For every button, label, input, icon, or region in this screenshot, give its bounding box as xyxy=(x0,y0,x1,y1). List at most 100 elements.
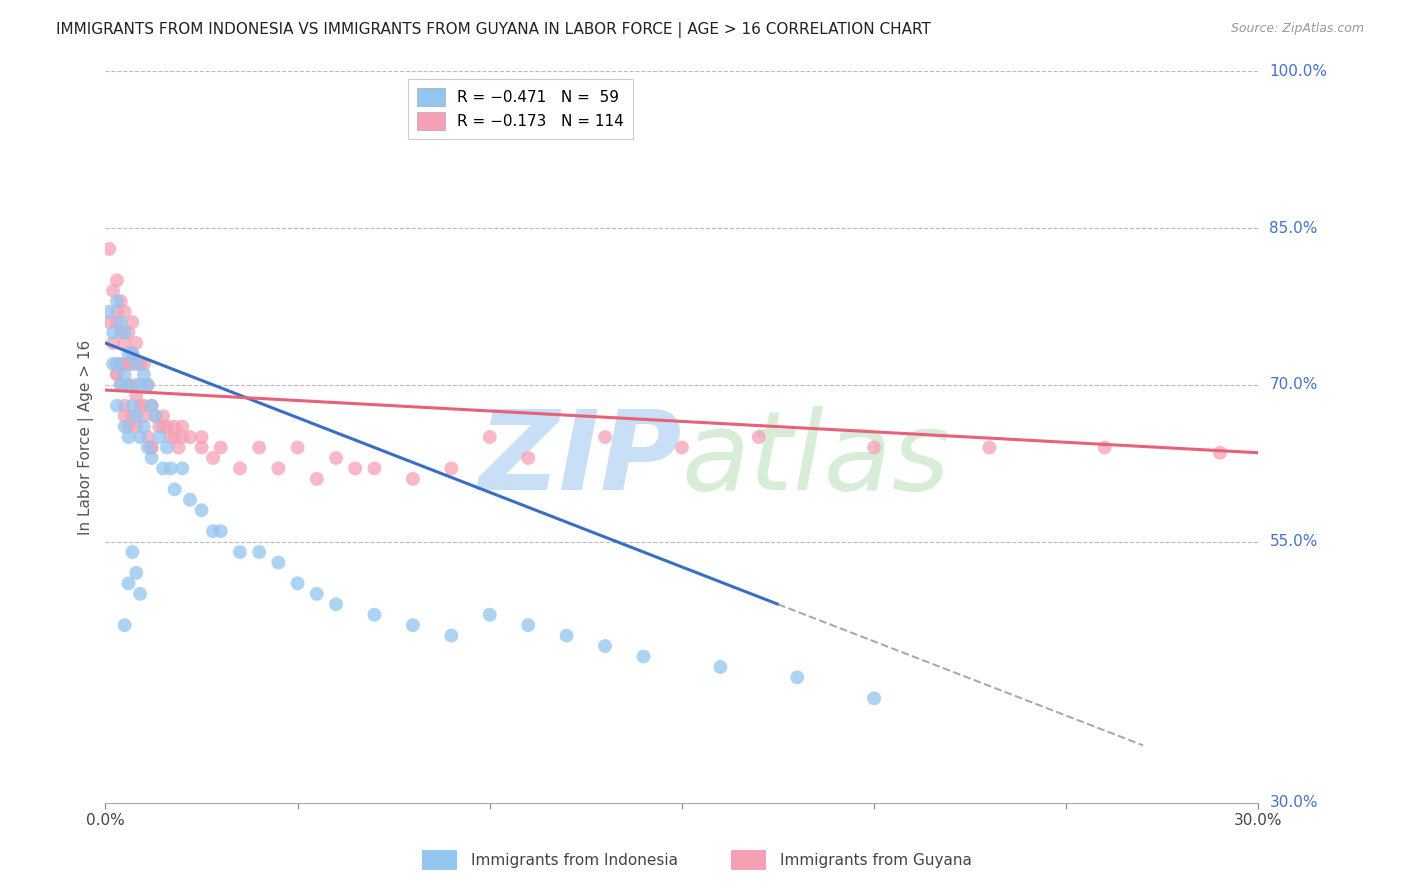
Point xyxy=(163,483,186,497)
Point xyxy=(136,377,159,392)
Point xyxy=(114,357,136,371)
Point xyxy=(110,315,132,329)
Point xyxy=(325,597,347,611)
Point xyxy=(136,441,159,455)
Point xyxy=(478,430,501,444)
Text: 55.0%: 55.0% xyxy=(1270,534,1317,549)
Point xyxy=(152,419,174,434)
Point xyxy=(105,273,128,287)
Point xyxy=(132,399,155,413)
Point xyxy=(786,670,808,684)
Point xyxy=(98,242,121,256)
Point xyxy=(163,430,186,444)
Point xyxy=(190,441,212,455)
Text: Source: ZipAtlas.com: Source: ZipAtlas.com xyxy=(1230,22,1364,36)
Point xyxy=(633,649,655,664)
Point xyxy=(110,377,132,392)
Point xyxy=(478,607,501,622)
Point xyxy=(863,691,886,706)
Point xyxy=(110,294,132,309)
Point xyxy=(229,545,252,559)
Point xyxy=(671,441,693,455)
Point xyxy=(121,357,143,371)
Point xyxy=(159,430,181,444)
Point xyxy=(105,399,128,413)
Point xyxy=(440,461,463,475)
Point xyxy=(121,346,143,360)
Point xyxy=(141,441,163,455)
Point xyxy=(105,357,128,371)
Point xyxy=(114,399,136,413)
Point xyxy=(141,399,163,413)
Point xyxy=(110,326,132,340)
Point xyxy=(148,419,170,434)
Text: 100.0%: 100.0% xyxy=(1270,64,1327,78)
Point xyxy=(172,430,194,444)
Text: IMMIGRANTS FROM INDONESIA VS IMMIGRANTS FROM GUYANA IN LABOR FORCE | AGE > 16 CO: IMMIGRANTS FROM INDONESIA VS IMMIGRANTS … xyxy=(56,22,931,38)
Point xyxy=(121,409,143,424)
Point xyxy=(1209,446,1232,460)
Point xyxy=(305,587,328,601)
Point xyxy=(101,326,124,340)
Text: ZIP: ZIP xyxy=(478,406,682,513)
Point xyxy=(125,419,148,434)
Point xyxy=(141,399,163,413)
Point xyxy=(125,336,148,351)
Point xyxy=(709,660,731,674)
Point xyxy=(117,576,139,591)
Point xyxy=(156,441,179,455)
Point xyxy=(190,430,212,444)
Point xyxy=(117,326,139,340)
Point xyxy=(159,461,181,475)
Point xyxy=(110,377,132,392)
Point xyxy=(114,419,136,434)
Point xyxy=(172,419,194,434)
Point xyxy=(114,304,136,318)
Point xyxy=(117,430,139,444)
Point xyxy=(748,430,770,444)
Point xyxy=(145,409,167,424)
Point xyxy=(114,326,136,340)
Point xyxy=(136,377,159,392)
Point xyxy=(209,524,232,538)
Point xyxy=(129,430,152,444)
Point xyxy=(363,607,385,622)
Text: atlas: atlas xyxy=(682,406,950,513)
Point xyxy=(117,357,139,371)
Point xyxy=(125,388,148,402)
Point xyxy=(229,461,252,475)
Point xyxy=(190,503,212,517)
Point xyxy=(145,409,167,424)
Point xyxy=(148,430,170,444)
Text: Immigrants from Indonesia: Immigrants from Indonesia xyxy=(471,854,678,868)
Point xyxy=(121,346,143,360)
Point xyxy=(179,492,201,507)
Point xyxy=(172,461,194,475)
Point xyxy=(287,441,309,455)
Point xyxy=(121,545,143,559)
Point xyxy=(117,377,139,392)
Point xyxy=(105,368,128,382)
Point xyxy=(132,368,155,382)
Point xyxy=(136,430,159,444)
Point xyxy=(593,430,616,444)
Point xyxy=(593,639,616,653)
Point xyxy=(141,441,163,455)
Point xyxy=(1094,441,1116,455)
Point xyxy=(105,304,128,318)
Point xyxy=(179,430,201,444)
Point xyxy=(132,409,155,424)
Text: 30.0%: 30.0% xyxy=(1270,796,1317,810)
Point xyxy=(517,450,540,465)
Point xyxy=(517,618,540,632)
Point xyxy=(402,618,425,632)
Point xyxy=(101,357,124,371)
Point xyxy=(125,377,148,392)
Point xyxy=(344,461,367,475)
Point xyxy=(110,357,132,371)
Point xyxy=(132,357,155,371)
Point xyxy=(267,461,290,475)
Point xyxy=(305,472,328,486)
Point xyxy=(114,336,136,351)
Point xyxy=(202,450,225,465)
